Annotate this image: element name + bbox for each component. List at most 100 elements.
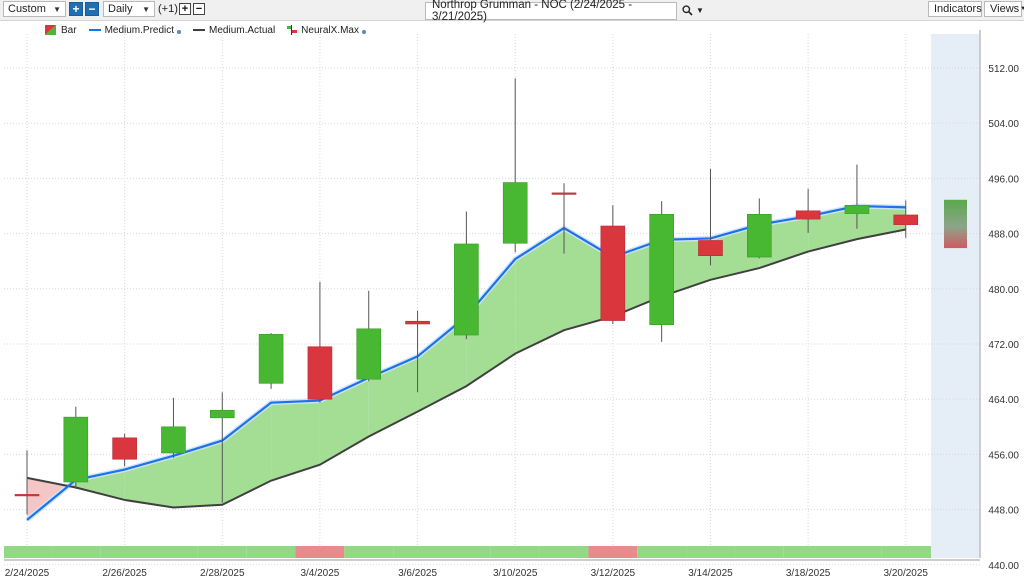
minus-icon: − bbox=[88, 2, 96, 16]
spread-fill bbox=[173, 440, 223, 508]
plus-icon: + bbox=[181, 3, 189, 15]
signal-strip-cell bbox=[539, 546, 589, 558]
candle bbox=[600, 205, 626, 324]
candle bbox=[893, 200, 919, 238]
candle-body bbox=[649, 213, 674, 325]
y-tick-label: 496.00 bbox=[988, 174, 1019, 185]
settings-dot-icon bbox=[177, 30, 182, 34]
candle bbox=[649, 201, 674, 342]
candle-body bbox=[112, 437, 137, 460]
line-swatch-icon bbox=[193, 29, 206, 31]
legend-label: Bar bbox=[61, 24, 77, 36]
candle-body bbox=[161, 426, 186, 454]
candle bbox=[405, 310, 430, 393]
legend-item-medium-actual[interactable]: Medium.Actual bbox=[193, 25, 275, 36]
candle bbox=[844, 164, 870, 229]
candle-body bbox=[893, 214, 919, 225]
spread-fill bbox=[271, 400, 320, 481]
predict-line-glow bbox=[25, 203, 906, 522]
x-tick-label: 3/10/2025 bbox=[493, 568, 538, 579]
spread-fill bbox=[612, 239, 662, 317]
plus-icon: + bbox=[72, 2, 80, 16]
offset-label: (+1) bbox=[158, 3, 178, 15]
candle bbox=[746, 198, 772, 259]
spread-fill bbox=[564, 228, 613, 331]
spread-fill bbox=[319, 377, 369, 465]
spread-fill bbox=[856, 206, 906, 240]
spread-fill bbox=[808, 206, 857, 252]
offset-plus-button[interactable]: + bbox=[179, 3, 191, 15]
candle-body bbox=[551, 192, 577, 195]
chevron-down-icon[interactable]: ▼ bbox=[696, 5, 704, 15]
legend-label: NeuralX.Max bbox=[301, 24, 359, 36]
spread-fill bbox=[710, 224, 760, 280]
signal-strip-cell bbox=[197, 546, 247, 558]
spread-fill bbox=[515, 228, 565, 354]
signal-strip-cell bbox=[51, 546, 101, 558]
y-tick-label: 440.00 bbox=[988, 561, 1019, 572]
signal-strip-cell bbox=[149, 546, 198, 558]
x-tick-label: 2/28/2025 bbox=[200, 568, 245, 579]
legend-item-neuralx-max[interactable]: NeuralX.Max bbox=[287, 25, 366, 36]
zoom-in-button[interactable]: + bbox=[69, 2, 83, 16]
spread-fill bbox=[661, 238, 711, 297]
legend-item-medium-predict[interactable]: Medium.Predict bbox=[88, 25, 182, 36]
period-select[interactable]: Custom ▼ bbox=[3, 1, 66, 17]
spread-fill bbox=[68, 479, 76, 488]
dropdown-arrow-icon: ▼ bbox=[53, 4, 61, 14]
views-button[interactable]: Views ▼ bbox=[984, 1, 1024, 17]
x-tick-label: 3/14/2025 bbox=[688, 568, 733, 579]
spread-fill bbox=[759, 216, 809, 269]
search-icon[interactable] bbox=[681, 2, 694, 18]
candle-body bbox=[14, 494, 40, 497]
candle bbox=[258, 332, 284, 389]
y-tick-label: 456.00 bbox=[988, 450, 1019, 461]
candle-body bbox=[600, 225, 626, 321]
toolbar: Custom ▼ + − Daily ▼ (+1) + − Northrop G… bbox=[0, 0, 1024, 23]
settings-dot-icon bbox=[361, 30, 366, 34]
signal-strip-cell bbox=[344, 546, 394, 558]
candle bbox=[356, 290, 382, 382]
signal-strip-cell bbox=[686, 546, 735, 558]
candle bbox=[63, 406, 89, 489]
signal-strip-cell bbox=[100, 546, 150, 558]
signal-strip-cell bbox=[246, 546, 296, 558]
x-tick-label: 2/24/2025 bbox=[5, 568, 50, 579]
dropdown-arrow-icon: ▼ bbox=[1020, 6, 1024, 12]
candle-body bbox=[795, 210, 821, 220]
predict-line bbox=[26, 204, 906, 521]
y-tick-label: 504.00 bbox=[988, 119, 1019, 130]
y-tick-label: 488.00 bbox=[988, 230, 1019, 241]
signal-strip-cell bbox=[441, 546, 491, 558]
indicators-label: Indicators bbox=[934, 3, 982, 15]
neuralx-icon bbox=[287, 25, 298, 35]
y-tick-label: 464.00 bbox=[988, 395, 1019, 406]
forecast-band bbox=[931, 34, 979, 558]
line-swatch-icon bbox=[88, 29, 101, 31]
zoom-out-button[interactable]: − bbox=[85, 2, 99, 16]
candle-body bbox=[356, 328, 382, 380]
interval-select[interactable]: Daily ▼ bbox=[103, 1, 155, 17]
signal-strip-cell bbox=[295, 546, 345, 558]
x-tick-label: 2/26/2025 bbox=[102, 568, 147, 579]
spread-fill bbox=[417, 316, 467, 412]
offset-minus-button[interactable]: − bbox=[193, 3, 205, 15]
candle-body bbox=[209, 409, 235, 419]
legend-item-bar[interactable]: Bar bbox=[45, 25, 77, 36]
candle-body bbox=[502, 182, 528, 244]
x-tick-label: 3/12/2025 bbox=[591, 568, 636, 579]
minus-icon: − bbox=[195, 3, 203, 15]
views-label: Views bbox=[990, 3, 1020, 15]
y-tick-label: 480.00 bbox=[988, 285, 1019, 296]
candle-body bbox=[63, 416, 89, 483]
symbol-title-box[interactable]: Northrop Grumman - NOC (2/24/2025 - 3/21… bbox=[425, 0, 677, 23]
signal-strip-cell bbox=[490, 546, 540, 558]
spread-fill bbox=[466, 259, 516, 387]
candle-body bbox=[405, 320, 430, 325]
spread-fill bbox=[75, 469, 125, 500]
candle-body bbox=[746, 213, 772, 258]
signal-strip-cell bbox=[734, 546, 784, 558]
indicators-button[interactable]: Indicators ▼ bbox=[928, 1, 989, 17]
legend-label: Medium.Actual bbox=[209, 24, 276, 36]
